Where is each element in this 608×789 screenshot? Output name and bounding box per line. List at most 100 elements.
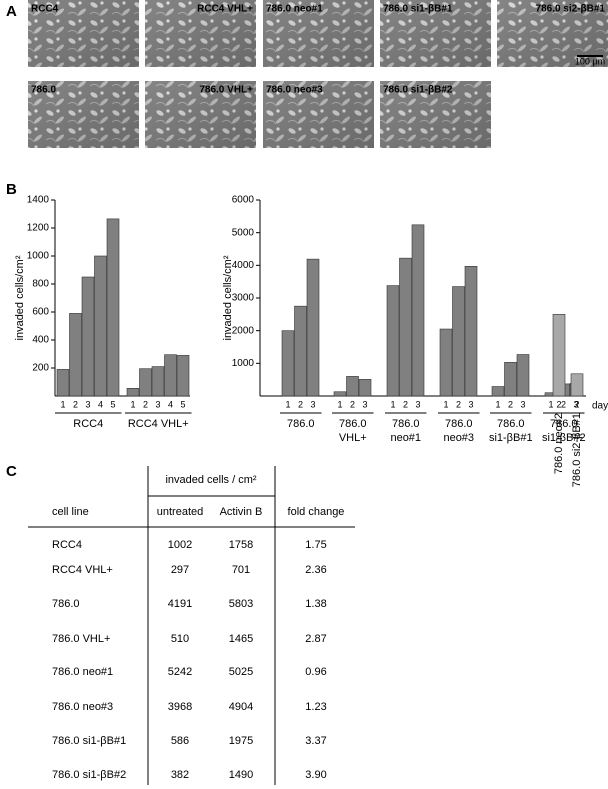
micrograph-shade xyxy=(263,0,374,67)
y-tick-label: 1200 xyxy=(27,223,50,234)
panel-letter: B xyxy=(6,181,17,198)
bar xyxy=(56,369,70,397)
group-label: 786.0 si2-βB#1 xyxy=(571,413,583,487)
bar xyxy=(570,373,584,397)
bar xyxy=(306,258,320,397)
table-cell: 5242 xyxy=(168,666,192,678)
y-tick-label: 800 xyxy=(32,279,49,290)
bar xyxy=(346,376,359,397)
day-label: 1 xyxy=(495,399,500,409)
micrograph-label: 786.0 xyxy=(31,85,56,96)
day-label: 2 xyxy=(350,399,355,409)
table-cell: 2.36 xyxy=(305,564,326,576)
micrograph-shade xyxy=(28,81,139,148)
table-cell: 1.38 xyxy=(305,598,326,610)
group-label: si1-βB#2 xyxy=(542,432,586,444)
table-cell: 1490 xyxy=(229,769,253,781)
day-label: 1 xyxy=(337,399,342,409)
day-label: 2 xyxy=(556,399,561,409)
micrograph-label: 786.0 si1-βB#1 xyxy=(383,4,453,15)
y-tick-label: 400 xyxy=(32,335,49,346)
micrograph-shade xyxy=(28,0,139,67)
table-cell: 786.0 si1-βB#2 xyxy=(52,769,126,781)
bar xyxy=(176,355,190,397)
table-cell: 786.0 VHL+ xyxy=(52,633,110,645)
day-label: 5 xyxy=(180,399,185,409)
bar xyxy=(294,305,307,397)
day-label: 1 xyxy=(548,399,553,409)
day-label: 3 xyxy=(573,399,578,409)
panel-letter: A xyxy=(6,3,17,20)
day-label: 2 xyxy=(456,399,461,409)
bar xyxy=(106,218,120,397)
table-cell: 786.0 neo#1 xyxy=(52,666,113,678)
table-cell: 3.90 xyxy=(305,769,326,781)
group-label: 786.0 xyxy=(339,418,367,430)
bar xyxy=(94,255,107,397)
day-label: 2 xyxy=(403,399,408,409)
table-cell: 786.0 si1-βB#1 xyxy=(52,735,126,747)
day-label: 3 xyxy=(468,399,473,409)
day-label: 3 xyxy=(362,399,367,409)
bar xyxy=(464,266,478,397)
day-label: 3 xyxy=(155,399,160,409)
group-label: RCC4 xyxy=(73,418,103,430)
table-cell: 5803 xyxy=(229,598,253,610)
table-cell: 1.75 xyxy=(305,539,326,551)
y-tick-label: 6000 xyxy=(232,195,255,206)
bar xyxy=(151,366,165,397)
y-tick-label: 3000 xyxy=(232,293,255,304)
bar xyxy=(452,286,465,397)
bar xyxy=(81,276,95,397)
bar xyxy=(333,391,347,397)
y-tick-label: 1400 xyxy=(27,195,50,206)
group-label: si1-βB#1 xyxy=(489,432,533,444)
group-label: 786.0 xyxy=(287,418,315,430)
bar xyxy=(439,328,453,397)
group-label: 786.0 neo#2 xyxy=(553,413,565,474)
table-cell: RCC4 VHL+ xyxy=(52,564,113,576)
table-header-group: invaded cells / cm² xyxy=(165,474,256,486)
x-axis-label: day xyxy=(592,401,608,412)
day-label: 3 xyxy=(415,399,420,409)
group-label: 786.0 xyxy=(497,418,525,430)
bar xyxy=(516,354,530,397)
table-cell: 786.0 neo#3 xyxy=(52,701,113,713)
table-cell: 2.87 xyxy=(305,633,326,645)
y-tick-label: 200 xyxy=(32,363,49,374)
table-cell: 586 xyxy=(171,735,189,747)
group-label: 786.0 xyxy=(392,418,420,430)
y-tick-label: 4000 xyxy=(232,260,255,271)
day-label: 3 xyxy=(310,399,315,409)
micrograph-label: 786.0 si2-βB#1 xyxy=(536,4,606,15)
day-label: 1 xyxy=(130,399,135,409)
bar xyxy=(139,368,152,397)
bar xyxy=(504,362,517,397)
day-label: 2 xyxy=(561,399,566,409)
bar xyxy=(399,257,412,397)
table-cell: 297 xyxy=(171,564,189,576)
group-label: RCC4 VHL+ xyxy=(128,418,189,430)
micrograph-shade xyxy=(380,0,491,67)
table-header: cell line xyxy=(52,506,89,518)
micrograph-shade xyxy=(145,0,256,67)
panel-letter: C xyxy=(6,463,17,480)
table-header: Activin B xyxy=(220,506,263,518)
micrograph-shade xyxy=(380,81,491,148)
group-label: neo#1 xyxy=(390,432,421,444)
day-label: 2 xyxy=(143,399,148,409)
y-tick-label: 5000 xyxy=(232,227,255,238)
group-label: 786.0 xyxy=(445,418,473,430)
bar xyxy=(491,386,505,397)
bar xyxy=(69,313,82,397)
bar xyxy=(164,354,177,397)
micrograph-label: RCC4 xyxy=(31,4,59,15)
table-cell: 382 xyxy=(171,769,189,781)
table-cell: 1758 xyxy=(229,539,253,551)
bar xyxy=(358,379,372,397)
table-cell: 1465 xyxy=(229,633,253,645)
table-cell: 1975 xyxy=(229,735,253,747)
table-cell: 510 xyxy=(171,633,189,645)
group-label: 786.0 xyxy=(550,418,578,430)
day-label: 3 xyxy=(520,399,525,409)
